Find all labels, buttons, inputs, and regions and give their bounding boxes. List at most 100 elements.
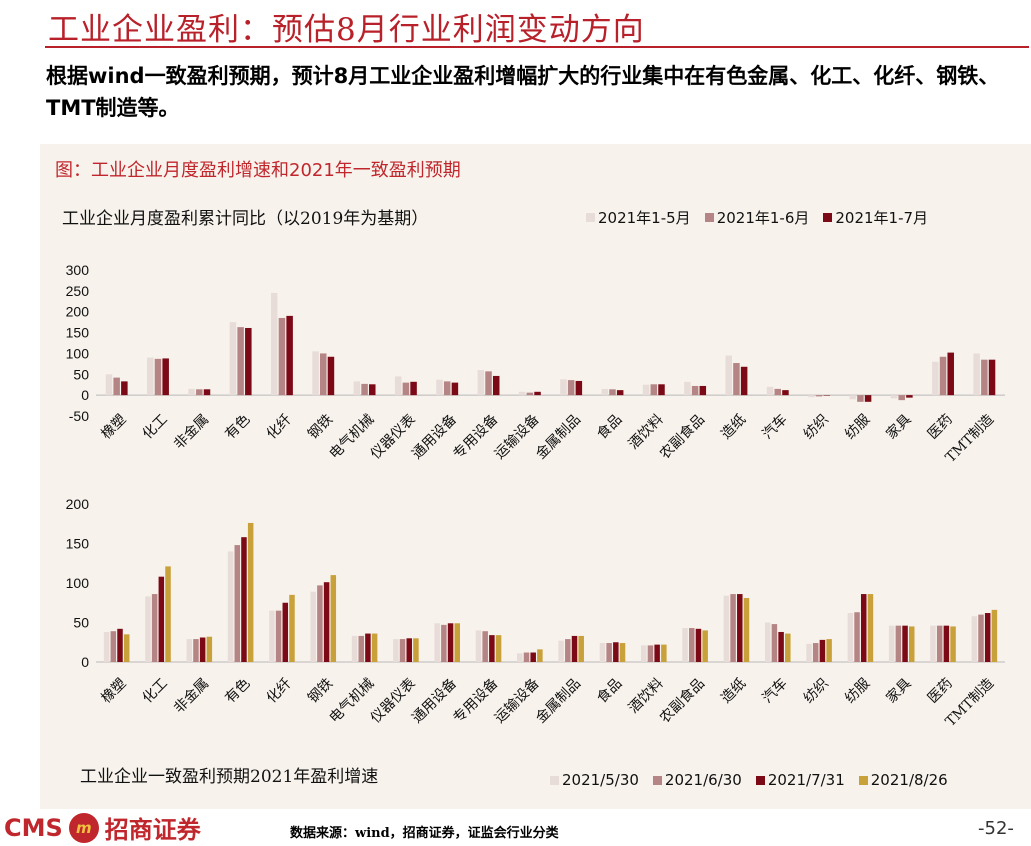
chart-1-bar: [196, 389, 203, 396]
chart-2-bar: [269, 610, 275, 662]
title-divider: [45, 46, 1029, 48]
chart-1-bar: [774, 388, 781, 396]
chart-2-bar: [199, 637, 206, 662]
chart-1-x-tick: 金属制品: [533, 412, 584, 463]
brand-mark-icon: m: [68, 812, 99, 843]
chart-2-bar: [806, 643, 812, 662]
chart-1-bar: [485, 371, 492, 396]
slide-subtitle: 根据wind一致盈利预期，预计8月工业企业盈利增幅扩大的行业集中在有色金属、化工…: [46, 64, 1000, 120]
chart-2-bar: [358, 635, 364, 662]
chart-1-x-tick: 纺服: [842, 412, 873, 443]
chart-1-bar: [203, 389, 211, 396]
legend-swatch: [755, 775, 765, 785]
chart-1-x-tick: 纺织: [801, 412, 832, 443]
legend-swatch: [652, 775, 662, 785]
chart-2-x-tick: 钢铁: [305, 676, 336, 707]
chart-1-bar: [320, 353, 327, 396]
brand-logo: CMS m 招商证券: [4, 810, 201, 845]
chart-2-legend: 2021/5/30 2021/6/30 2021/7/31 2021/8/26: [550, 771, 948, 789]
legend-label: 2021/5/30: [562, 771, 639, 789]
chart-1-bar: [601, 388, 609, 396]
chart-1-x-tick: 农副食品: [656, 411, 708, 463]
chart-1-bar: [369, 384, 376, 396]
chart-1-bar: [691, 385, 699, 396]
chart-1-legend: 2021年1-5月 2021年1-6月 2021年1-7月: [586, 207, 928, 228]
chart-1-bar: [815, 395, 823, 397]
chart-2-x-tick: 金属制品: [533, 676, 584, 727]
chart-1-bar: [286, 315, 293, 396]
chart-1-bar: [890, 395, 898, 399]
chart-1-x-tick: 有色: [222, 411, 254, 443]
chart-2-bar: [778, 631, 784, 662]
chart-2-x-tick: 仪器仪表: [368, 676, 419, 727]
chart-1-bar: [410, 381, 417, 396]
chart-2-bar: [123, 634, 130, 662]
chart-1-x-tick: 电气机械: [326, 412, 377, 463]
chart-1-bar: [105, 374, 113, 396]
chart-1-bar: [567, 380, 575, 396]
chart-1-y-tick: -50: [69, 408, 89, 424]
chart-2-bar: [206, 636, 213, 662]
chart-2-title: 工业企业一致盈利预期2021年盈利增速: [80, 767, 379, 787]
chart-1-x-tick: 汽车: [759, 411, 791, 443]
chart-2-bar: [323, 582, 330, 662]
chart-1-bar: [725, 355, 732, 396]
chart-1-bar: [147, 357, 154, 396]
chart-1-y-tick: 50: [73, 366, 89, 382]
chart-1-bar: [436, 379, 443, 396]
chart-2-bar: [475, 630, 482, 662]
chart-2-bar: [365, 633, 371, 662]
chart-2-bar: [317, 585, 323, 662]
chart-2-bar: [413, 638, 419, 662]
chart-1-bar: [782, 390, 789, 396]
legend-entry: 2021/6/30: [652, 771, 742, 789]
chart-2-bar: [936, 625, 943, 662]
chart-1-bar: [451, 382, 459, 396]
chart-2-bar: [978, 614, 984, 662]
chart-1-bar: [361, 383, 368, 396]
chart-2-bar: [661, 644, 667, 662]
legend-label: 2021/6/30: [664, 771, 742, 789]
chart-2-bar: [826, 639, 832, 662]
chart-1-x-tick: 家具: [883, 411, 915, 443]
chart-2-bar: [186, 639, 192, 662]
chart-2-bar: [771, 624, 778, 662]
chart-2-bar: [393, 639, 399, 662]
chart-1-x-tick: 医药: [925, 412, 956, 443]
chart-2-bar: [737, 594, 743, 662]
chart-2-bar: [613, 642, 619, 662]
chart-1-bar: [402, 382, 410, 396]
chart-2-bar: [406, 638, 412, 662]
chart-2-bar: [289, 594, 295, 662]
legend-entry: 2021年1-6月: [704, 207, 809, 228]
chart-2-bar: [723, 595, 730, 662]
chart-1-bar: [857, 395, 864, 402]
chart-1-x-tick: 化纤: [264, 412, 295, 443]
brand-name-cn: 招商证券: [104, 816, 201, 844]
chart-2-bar: [682, 628, 688, 662]
chart-1-x-tick: 造纸: [718, 412, 749, 443]
chart-1-bar: [609, 389, 616, 396]
chart-1-bar: [823, 395, 831, 396]
chart-2-bar: [558, 640, 564, 662]
chart-1-bar: [245, 327, 252, 396]
chart-1-x-tick: 食品: [593, 411, 625, 443]
chart-2-bar: [578, 635, 584, 662]
chart-2-bar: [530, 652, 536, 662]
chart-1-title: 工业企业月度盈利累计同比（以2019年为基期）: [62, 209, 429, 229]
chart-2-bar: [247, 522, 254, 662]
chart-2-y-tick: 200: [66, 496, 90, 512]
chart-1-x-tick: 仪器仪表: [368, 412, 419, 463]
chart-2-x-tick: 运输设备: [491, 675, 543, 727]
chart-2-bar: [695, 628, 702, 662]
chart-1-bar: [477, 370, 485, 396]
legend-swatch: [586, 213, 595, 222]
chart-2-bar: [434, 623, 440, 662]
chart-2-bar: [867, 594, 874, 662]
legend-entry: 2021/7/31: [755, 771, 845, 789]
chart-2-bar: [227, 551, 234, 662]
chart-1-bar: [394, 376, 402, 396]
chart-1-bar: [526, 392, 534, 396]
chart-2-bar: [930, 625, 936, 662]
chart-2-bar: [619, 643, 626, 662]
